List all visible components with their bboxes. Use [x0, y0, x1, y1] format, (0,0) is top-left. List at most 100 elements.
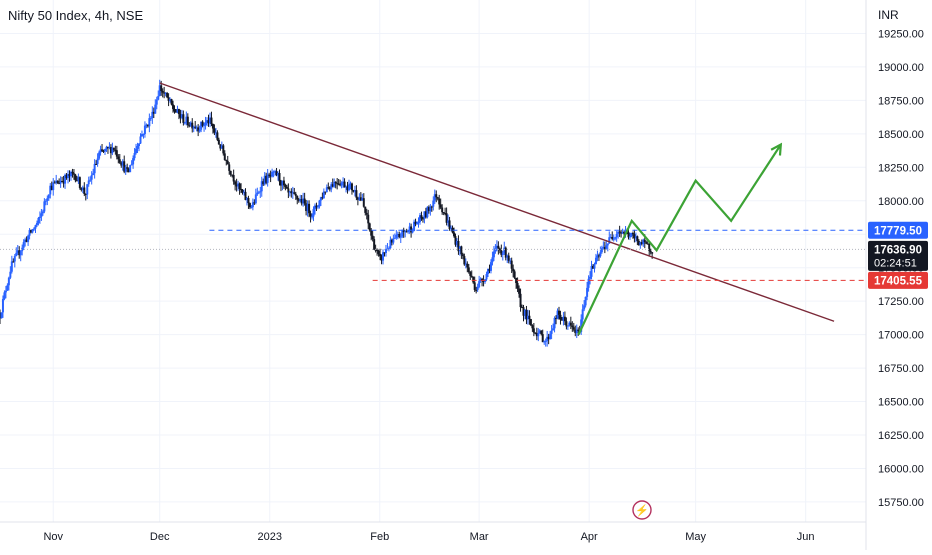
candle-up — [544, 340, 547, 342]
candle-down — [167, 97, 170, 101]
candle-up — [46, 198, 49, 201]
candle-down — [118, 159, 121, 163]
candle-down — [470, 275, 473, 277]
candle-up — [24, 239, 27, 243]
candle-down — [95, 163, 98, 165]
candle-down — [346, 186, 349, 191]
candle-down — [377, 250, 380, 254]
candle-down — [380, 256, 383, 261]
candle-down — [78, 177, 81, 188]
candle-down — [518, 288, 521, 294]
candle-down — [481, 278, 484, 281]
candle-down — [160, 85, 163, 91]
candle-down — [152, 111, 155, 114]
candle-up — [562, 316, 565, 321]
candle-down — [177, 109, 180, 115]
y-tick-label: 17000.00 — [878, 330, 924, 342]
projection-arrowhead — [770, 142, 783, 156]
candle-down — [120, 162, 123, 166]
candle-up — [485, 274, 488, 280]
candle-up — [1, 299, 4, 313]
candle-down — [231, 174, 234, 176]
candle-down — [565, 321, 568, 327]
candle-down — [223, 153, 226, 161]
candle-down — [444, 213, 447, 215]
candle-up — [183, 122, 186, 124]
candle-down — [18, 250, 21, 256]
candle-down — [373, 239, 376, 250]
candle-up — [340, 182, 343, 186]
candle-up — [537, 333, 540, 337]
candle-down — [123, 161, 126, 172]
descending-trendline[interactable] — [159, 82, 835, 322]
candle-up — [266, 174, 269, 183]
candle-up — [509, 260, 512, 262]
candle-down — [275, 171, 278, 176]
candle-up — [129, 165, 132, 173]
candle-down — [25, 239, 28, 242]
candle-up — [291, 192, 294, 194]
candle-down — [238, 183, 241, 189]
candle-down — [390, 239, 393, 243]
y-tick-label: 18250.00 — [878, 162, 924, 174]
candle-down — [75, 180, 78, 182]
candle-up — [615, 234, 618, 238]
candle-up — [612, 238, 615, 240]
candle-down — [297, 199, 300, 201]
candle-up — [543, 341, 546, 343]
candle-down — [229, 170, 232, 175]
lightning-icon[interactable] — [632, 500, 652, 520]
candle-up — [214, 132, 217, 134]
candle-up — [589, 276, 592, 279]
y-tick-label: 17250.00 — [878, 296, 924, 308]
candle-down — [300, 199, 303, 204]
candle-down — [383, 252, 386, 254]
candle-down — [559, 314, 562, 320]
candle-down — [173, 108, 176, 112]
candle-up — [382, 252, 385, 261]
candle-up — [426, 207, 429, 218]
support-price-tag: 17405.55 — [874, 275, 923, 287]
candle-up — [345, 186, 348, 188]
candle-down — [368, 223, 371, 231]
candle-down — [516, 283, 519, 289]
candle-up — [15, 252, 18, 257]
candle-down — [541, 334, 544, 343]
candle-down — [336, 183, 339, 185]
candle-up — [552, 328, 555, 331]
candle-down — [461, 254, 464, 257]
projection-path[interactable] — [577, 143, 782, 336]
candle-down — [555, 317, 558, 319]
candle-up — [325, 187, 328, 193]
candle-down — [30, 230, 33, 233]
candle-up — [4, 290, 7, 293]
candle-up — [138, 143, 141, 147]
candle-up — [142, 133, 145, 135]
candle-up — [19, 251, 22, 256]
candle-down — [186, 116, 189, 126]
candle-up — [491, 257, 494, 263]
candle-down — [463, 256, 466, 265]
candle-down — [362, 198, 365, 207]
candle-down — [282, 180, 285, 186]
candle-down — [309, 213, 312, 217]
candle-down — [339, 184, 342, 186]
candle-down — [287, 188, 290, 193]
candle-up — [302, 198, 305, 204]
candle-down — [355, 190, 358, 198]
candle-up — [67, 174, 70, 179]
candle-down — [219, 144, 222, 149]
candle-down — [182, 114, 185, 123]
countdown-label: 02:24:51 — [874, 257, 917, 269]
candle-down — [540, 330, 543, 335]
candle-down — [436, 197, 439, 199]
candle-up — [10, 261, 13, 272]
candle-down — [112, 147, 115, 150]
candle-down — [324, 191, 327, 193]
candle-down — [71, 171, 74, 174]
candle-up — [59, 181, 62, 184]
candle-up — [538, 330, 541, 334]
candle-down — [170, 99, 173, 105]
